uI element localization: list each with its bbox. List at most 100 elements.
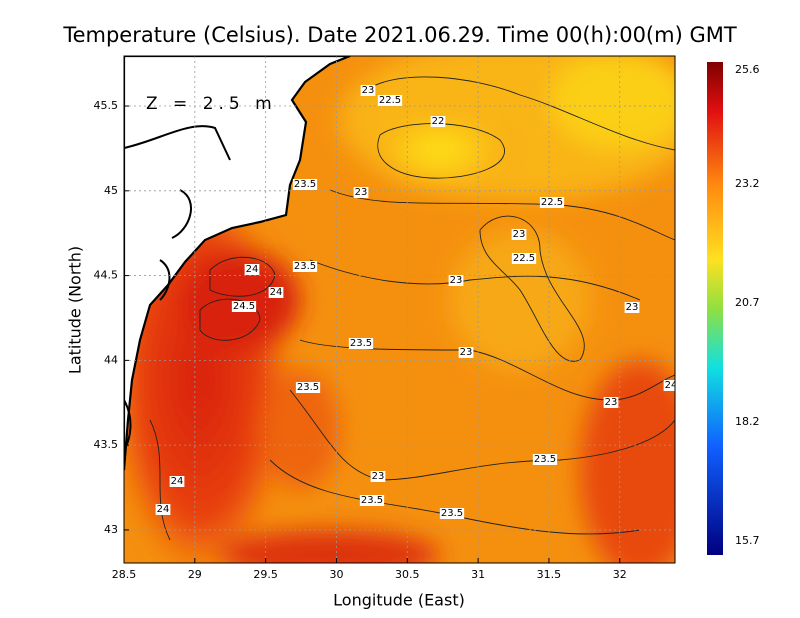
x-tick-label: 28.5 (112, 568, 137, 581)
contour-label: 23 (511, 229, 527, 240)
contour-label-box (377, 95, 403, 106)
contour-label: 24 (155, 504, 171, 515)
x-tick-label: 30.5 (395, 568, 420, 581)
grid (124, 56, 675, 563)
x-axis-label: Longitude (East) (333, 591, 465, 610)
contour-label-text: 24 (157, 504, 170, 515)
contour-label-text: 23.5 (441, 508, 463, 519)
y-axis-label: Latitude (North) (66, 246, 85, 374)
contour-label-box (169, 476, 185, 487)
plot-frame (123, 55, 676, 564)
contour-label-box (295, 382, 321, 393)
contour-label: 23 (603, 397, 619, 408)
contour-label-text: 22.5 (541, 197, 563, 208)
contour-label-box (603, 397, 619, 408)
contour-label: 23 (458, 347, 474, 358)
contour-label-text: 23 (513, 229, 526, 240)
y-tick-label: 45.5 (94, 99, 119, 112)
contour-label-box (268, 287, 284, 298)
contour-label-text: 22.5 (513, 253, 535, 264)
contour-label-box (539, 197, 565, 208)
contour-label-box (532, 454, 558, 465)
colorbar-tick-label: 25.6 (735, 63, 760, 76)
contour-label-text: 24 (171, 476, 184, 487)
axes: 28.5 29 29.5 30 30.5 31 31.5 32 43 43.5 44 44.5 45 45… (94, 63, 760, 581)
contour-label: 23 (448, 275, 464, 286)
contour-label-text: 24 (246, 264, 259, 275)
contour-label: 23.5 (532, 454, 558, 465)
colorbar-tick-label: 15.7 (735, 534, 760, 547)
colorbar-tick-label: 20.7 (735, 296, 760, 309)
contour-label: 24 (663, 380, 675, 391)
contour-label-text: 22 (432, 116, 445, 127)
contour-label: 23 (353, 187, 369, 198)
contour-label-text: 23.5 (294, 261, 316, 272)
contour-label-text: 24 (270, 287, 283, 298)
contour-label-box (430, 116, 446, 127)
x-tick-label: 31.5 (537, 568, 562, 581)
contour-label: 23 (624, 302, 640, 313)
x-tick-label: 31 (471, 568, 485, 581)
colorbar-tick-label: 23.2 (735, 177, 760, 190)
contour-label-text: 23 (605, 397, 618, 408)
land (124, 56, 351, 471)
contour-label: 23.5 (295, 382, 321, 393)
contour-label: 23.5 (439, 508, 465, 519)
contour-labels: 23 22.5 22 23.5 23 22.5 23 24 23.5 22.5 24 23 24.5 23… (155, 85, 675, 519)
title: Temperature (Celsius). Date 2021.06.29. … (62, 23, 737, 47)
contour-label-text: 23.5 (294, 179, 316, 190)
contour-label-text: 23 (450, 275, 463, 286)
contour-label-box (292, 261, 318, 272)
x-tick-label: 30 (329, 568, 343, 581)
contour-label: 23.5 (292, 179, 318, 190)
contour-label-box (231, 301, 257, 312)
contour-label: 24 (244, 264, 260, 275)
contour-label-text: 23 (626, 302, 639, 313)
contour-label-box (360, 85, 376, 96)
contour-label: 22 (430, 116, 446, 127)
contour-label-box (663, 380, 675, 391)
contour-label: 23.5 (292, 261, 318, 272)
contour-label-text: 23.5 (534, 454, 556, 465)
contour-label: 23.5 (359, 495, 385, 506)
contour-label-box (348, 338, 374, 349)
contour-label: 22.5 (511, 253, 537, 264)
contour-label: 23 (370, 471, 386, 482)
y-tick-label: 44.5 (94, 269, 119, 282)
contour-label-box (244, 264, 260, 275)
contour-label-box (511, 229, 527, 240)
contour-label-text: 23.5 (297, 382, 319, 393)
colorbar-tick-label: 18.2 (735, 415, 760, 428)
contour-label-text: 23.5 (361, 495, 383, 506)
y-tick-label: 45 (104, 184, 118, 197)
contour-label-text: 22.5 (379, 95, 401, 106)
contour-label: 23 (360, 85, 376, 96)
contour-label-box (370, 471, 386, 482)
contour-label-text: 23 (460, 347, 473, 358)
contour-label-box (155, 504, 171, 515)
contour-label: 22.5 (539, 197, 565, 208)
x-tick-label: 29 (188, 568, 202, 581)
y-tick-label: 44 (104, 353, 118, 366)
contour-label: 24 (268, 287, 284, 298)
contour-label-box (292, 179, 318, 190)
contour-label: 23.5 (348, 338, 374, 349)
depth-annotation: Z = 2.5 m (146, 94, 277, 114)
y-tick-label: 43 (104, 523, 118, 536)
y-tick-label: 43.5 (94, 438, 119, 451)
x-tick-label: 32 (613, 568, 627, 581)
x-tick-label: 29.5 (253, 568, 278, 581)
contour-label: 24.5 (231, 301, 257, 312)
contour-label-box (359, 495, 385, 506)
contour-label-box (448, 275, 464, 286)
inland-lines (124, 125, 231, 451)
contour-label: 24 (169, 476, 185, 487)
contour-label-box (353, 187, 369, 198)
colorbar (707, 62, 723, 555)
field: 23 22.5 22 23.5 23 22.5 23 24 23.5 22.5 24 23 24.5 23… (124, 56, 675, 563)
contour-label-box (439, 508, 465, 519)
contour-label-text: 23 (362, 85, 375, 96)
contour-label-text: 23 (372, 471, 385, 482)
contour-label: 22.5 (377, 95, 403, 106)
